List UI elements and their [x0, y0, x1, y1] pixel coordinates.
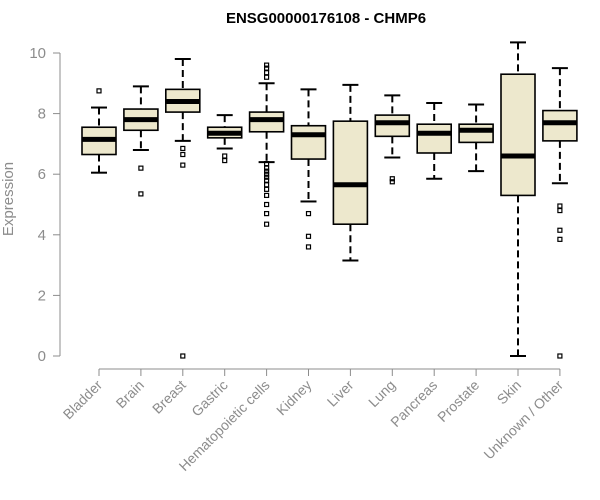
box-brain [123, 85, 159, 197]
box-bladder [81, 88, 117, 174]
outlier-point [264, 210, 270, 217]
x-tick-label: Skin [494, 377, 525, 408]
iqr-box [542, 109, 578, 142]
y-axis: 0 2 4 6 8 10 [29, 45, 61, 365]
x-tick-label: Bladder [60, 377, 106, 423]
outlier-point [180, 353, 186, 359]
outlier-point [557, 207, 563, 214]
outlier-point [264, 171, 270, 177]
outlier-point [264, 201, 270, 208]
outlier-point [264, 62, 270, 68]
iqr-box [290, 124, 327, 160]
y-tick-label: 10 [29, 45, 46, 62]
outlier-point [264, 174, 270, 180]
box-liver [332, 83, 369, 262]
box-hematopoietic-cells [248, 62, 285, 227]
x-tick-label: Prostate [434, 377, 482, 425]
outlier-point [305, 233, 312, 239]
x-tick-label: Kidney [273, 377, 315, 419]
outlier-point [222, 153, 228, 159]
x-tick-label: Liver [324, 377, 357, 410]
iqr-box [500, 73, 536, 197]
outlier-point [138, 191, 144, 197]
outlier-point [557, 203, 563, 209]
outlier-point [264, 74, 270, 80]
outlier-point [305, 244, 312, 250]
x-tick-label: Brain [113, 377, 147, 411]
outlier-point [222, 157, 228, 164]
x-tick-label: Breast [149, 377, 189, 417]
outlier-point [264, 192, 270, 199]
outlier-point [264, 65, 270, 71]
iqr-box [374, 114, 411, 138]
outlier-point [264, 165, 270, 171]
x-tick-label: Pancreas [387, 377, 440, 430]
y-tick-label: 4 [38, 227, 46, 244]
chart-title: ENSG00000176108 - CHMP6 [226, 10, 426, 27]
iqr-box [416, 123, 453, 154]
outlier-point [138, 165, 144, 171]
y-tick-label: 6 [38, 166, 46, 183]
outlier-point [180, 162, 186, 168]
outlier-point [264, 182, 270, 188]
y-tick-label: 0 [38, 348, 46, 365]
outlier-point [557, 353, 563, 359]
y-axis-label: Expression [0, 162, 17, 236]
y-tick-label: 2 [38, 287, 46, 304]
outlier-point [557, 227, 563, 233]
box-breast [165, 58, 201, 359]
x-tick-label: Lung [365, 377, 398, 410]
x-tick-label: Unknown / Other [480, 377, 566, 463]
outlier-point [96, 88, 102, 94]
outlier-point [305, 210, 312, 217]
outlier-point [180, 151, 186, 158]
box-series [81, 41, 578, 359]
box-lung [374, 94, 411, 185]
outlier-point [180, 145, 186, 152]
outlier-point [264, 70, 270, 76]
box-pancreas [416, 101, 453, 180]
outlier-point [264, 221, 270, 227]
outlier-point [389, 176, 395, 182]
outlier-point [264, 168, 270, 174]
y-tick-label: 8 [38, 106, 46, 123]
iqr-box [458, 123, 494, 144]
box-gastric [206, 114, 243, 164]
box-prostate [458, 103, 494, 173]
outlier-point [264, 186, 270, 192]
iqr-box [332, 120, 369, 225]
outlier-point [557, 236, 563, 242]
outlier-point [389, 179, 395, 185]
box-skin [500, 41, 536, 357]
box-unknown-other [542, 67, 578, 359]
box-kidney [290, 88, 327, 250]
